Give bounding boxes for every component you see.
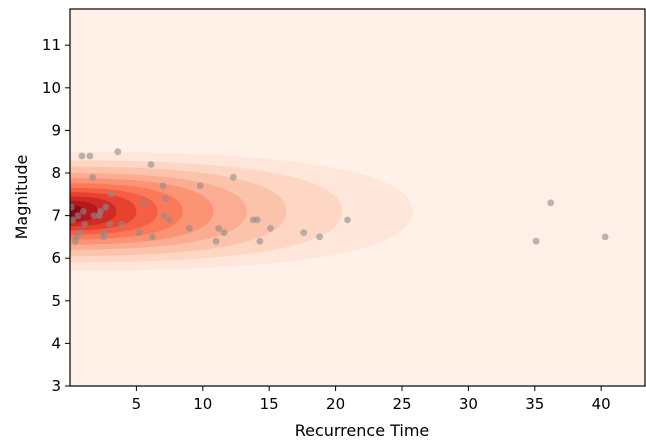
y-tick-label: 9 xyxy=(51,121,61,139)
data-point xyxy=(107,190,115,198)
data-point xyxy=(148,233,156,241)
data-point xyxy=(81,220,89,228)
x-tick-label: 15 xyxy=(260,395,279,413)
data-point xyxy=(74,212,82,220)
data-point xyxy=(253,216,261,224)
scatter-points xyxy=(70,148,609,245)
y-tick-label: 10 xyxy=(42,79,61,97)
y-tick-label: 5 xyxy=(51,292,61,310)
data-point xyxy=(70,203,75,211)
x-tick-label: 20 xyxy=(326,395,345,413)
data-point xyxy=(316,233,324,241)
data-point xyxy=(135,229,143,237)
plot-frame xyxy=(69,8,646,387)
data-point xyxy=(344,216,351,224)
y-tick-label: 4 xyxy=(51,334,61,352)
data-point xyxy=(159,182,167,190)
data-point xyxy=(73,233,81,241)
data-point xyxy=(90,212,98,220)
y-tick-label: 7 xyxy=(51,207,61,225)
y-tick-label: 6 xyxy=(51,249,61,267)
x-tick-label: 5 xyxy=(132,395,142,413)
x-tick-label: 40 xyxy=(592,395,611,413)
x-axis-ticks: 5 10 15 20 25 30 35 40 xyxy=(132,386,611,413)
data-point xyxy=(532,237,540,245)
y-tick-label: 3 xyxy=(51,377,61,395)
data-point xyxy=(140,199,148,207)
data-point xyxy=(256,237,264,245)
data-point xyxy=(147,161,155,168)
data-point xyxy=(106,220,114,228)
data-point xyxy=(166,216,173,224)
data-point xyxy=(196,182,204,190)
data-point xyxy=(97,207,104,215)
data-point xyxy=(601,233,609,241)
y-axis-ticks: 3 4 5 6 7 8 9 10 11 xyxy=(42,36,70,395)
data-point xyxy=(78,152,86,160)
data-point xyxy=(86,152,94,160)
x-axis-title: Recurrence Time xyxy=(295,421,430,440)
data-point xyxy=(162,195,170,202)
y-axis-title: Magnitude xyxy=(12,155,31,240)
data-point xyxy=(101,229,108,237)
x-tick-label: 30 xyxy=(459,395,478,413)
data-point xyxy=(79,207,87,215)
data-point xyxy=(300,229,308,237)
density-contours xyxy=(70,151,413,271)
data-point xyxy=(70,216,77,224)
data-point xyxy=(220,229,228,237)
data-point xyxy=(215,224,223,232)
x-tick-label: 35 xyxy=(525,395,544,413)
x-tick-label: 25 xyxy=(392,395,411,413)
x-tick-label: 10 xyxy=(193,395,212,413)
data-point xyxy=(212,237,220,245)
y-tick-label: 11 xyxy=(42,36,61,54)
data-point xyxy=(160,212,168,220)
data-point xyxy=(186,224,193,232)
y-tick-label: 8 xyxy=(51,164,61,182)
data-point xyxy=(229,173,237,181)
data-point xyxy=(118,220,126,228)
data-point xyxy=(267,224,274,232)
data-point xyxy=(89,173,96,181)
data-point xyxy=(547,199,555,207)
data-point xyxy=(77,229,85,237)
data-point xyxy=(102,203,110,211)
data-point xyxy=(114,148,122,156)
